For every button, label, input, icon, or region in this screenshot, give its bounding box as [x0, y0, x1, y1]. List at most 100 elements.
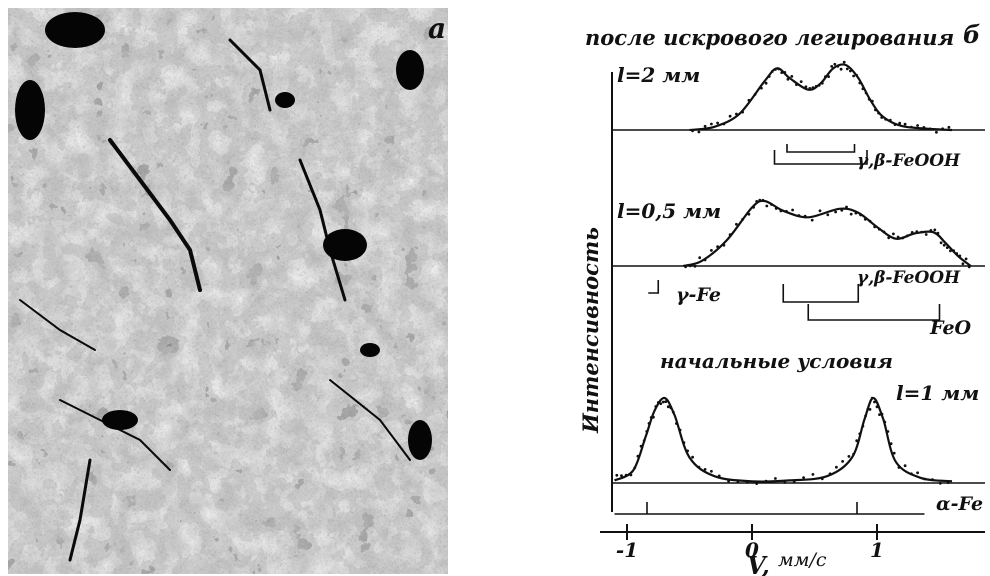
data-point [936, 231, 940, 235]
data-point [669, 406, 673, 410]
data-point [964, 257, 968, 261]
feooh-bracket-mid [782, 284, 860, 303]
data-point [735, 112, 738, 116]
spectrum-3-caption: начальные условия [660, 349, 893, 373]
data-point [811, 473, 815, 476]
data-point [722, 122, 726, 126]
data-point [671, 410, 675, 414]
gamma-fe-label: γ-Fe [676, 284, 721, 306]
data-point [760, 86, 763, 90]
data-point [820, 81, 824, 85]
data-point [868, 219, 872, 223]
panel-a-label: а [428, 12, 446, 45]
data-point [675, 422, 678, 425]
data-point [785, 209, 788, 213]
data-point [799, 80, 803, 83]
chart-title: после искрового легирования [585, 25, 954, 50]
data-point [770, 70, 774, 73]
data-point [896, 235, 900, 239]
data-point [924, 233, 928, 236]
data-point [736, 480, 740, 484]
data-point [688, 264, 692, 268]
spectrum-2-label: l=0,5 мм [617, 199, 721, 223]
data-point [897, 466, 901, 469]
data-point [656, 401, 660, 404]
data-point [858, 432, 862, 436]
data-point [824, 75, 827, 78]
data-point [922, 126, 926, 129]
data-point [873, 225, 877, 229]
data-point [710, 469, 713, 473]
data-point [855, 439, 859, 443]
data-point [958, 254, 962, 258]
data-point [741, 110, 744, 114]
data-point [835, 465, 838, 469]
data-point [698, 256, 702, 260]
data-point [802, 476, 805, 479]
data-point [947, 125, 951, 129]
data-point [873, 400, 876, 404]
data-point [810, 218, 814, 222]
data-point [814, 85, 818, 88]
feo-bracket [807, 304, 941, 321]
data-point [633, 466, 637, 470]
data-point [882, 230, 886, 234]
data-point [942, 243, 946, 247]
x-tick-label: 1 [870, 538, 884, 562]
feooh-label-mid: γ,β-FeOOH [857, 268, 961, 288]
data-point [697, 130, 701, 134]
data-point [624, 473, 628, 477]
data-point [703, 468, 707, 471]
data-point [840, 208, 844, 212]
spectra-panel: после искрового легирования б Интенсивно… [578, 20, 985, 576]
data-point [755, 482, 759, 485]
data-point [868, 408, 872, 411]
data-point [693, 264, 697, 268]
data-point [910, 231, 914, 234]
data-point [945, 246, 949, 250]
data-point [703, 258, 707, 262]
data-point [864, 91, 868, 95]
data-point [949, 249, 952, 253]
data-point [878, 413, 881, 416]
data-point [636, 454, 640, 458]
data-point [933, 228, 937, 232]
data-point [892, 232, 895, 236]
data-point [682, 441, 686, 445]
data-point [861, 87, 865, 91]
data-point [866, 407, 870, 411]
data-point [842, 60, 846, 64]
data-point [797, 214, 801, 217]
data-point [886, 430, 890, 433]
data-point [955, 252, 959, 255]
data-point [795, 83, 798, 86]
data-point [745, 480, 749, 484]
spectrum-3-label: l=1 мм [896, 381, 979, 405]
data-point [664, 400, 668, 403]
micrograph-dark-inclusions [15, 12, 432, 460]
data-point [861, 424, 865, 428]
data-point [935, 130, 938, 134]
data-point [852, 452, 855, 456]
data-point [884, 117, 887, 121]
data-point [820, 477, 824, 481]
data-point [654, 405, 658, 408]
data-point [710, 122, 713, 126]
data-point [880, 116, 884, 119]
data-point [752, 205, 755, 209]
data-point [817, 83, 821, 87]
data-point [774, 477, 777, 480]
data-point [620, 474, 623, 478]
data-point [887, 236, 891, 240]
data-point [811, 86, 815, 89]
data-point [938, 481, 942, 485]
data-point [923, 477, 927, 481]
data-point [722, 243, 726, 247]
data-point [910, 472, 913, 476]
data-point [755, 200, 759, 203]
data-point [716, 121, 719, 125]
data-point [818, 209, 822, 213]
x-tick-label: -1 [616, 538, 638, 562]
data-point [898, 121, 902, 125]
data-point [783, 71, 787, 74]
